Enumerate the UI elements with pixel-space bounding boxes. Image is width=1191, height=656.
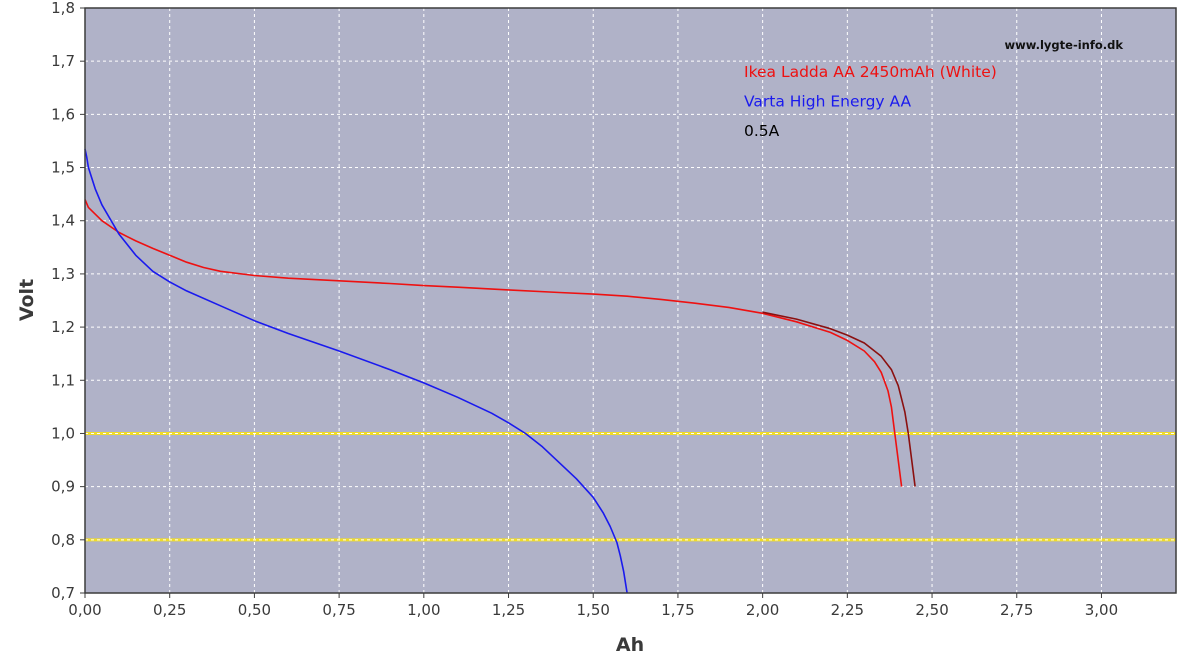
x-tick-label-8: 2,00 bbox=[746, 601, 779, 619]
y-tick-label-0: 0,7 bbox=[51, 584, 75, 602]
legend-item-0: Ikea Ladda AA 2450mAh (White) bbox=[744, 63, 997, 81]
y-axis-label: Volt bbox=[16, 279, 38, 321]
x-tick-label-1: 0,25 bbox=[153, 601, 186, 619]
x-tick-label-10: 2,50 bbox=[915, 601, 948, 619]
y-tick-label-11: 1,8 bbox=[51, 0, 75, 17]
y-tick-label-4: 1,1 bbox=[51, 371, 75, 389]
plot-frame bbox=[84, 7, 1177, 594]
y-axis-ticks: 0,7 0,8 0,9 1,0 1,1 1,2 1,3 1,4 1,5 1,6 1,7 1,8 bbox=[51, 0, 85, 602]
x-axis-label: Ah bbox=[616, 634, 644, 656]
series-line-1 bbox=[762, 311, 916, 487]
plot-area bbox=[85, 8, 1176, 593]
grid-lines bbox=[85, 8, 1176, 593]
y-tick-label-2: 0,9 bbox=[51, 478, 75, 496]
y-tick-label-7: 1,4 bbox=[51, 212, 75, 230]
legend-item-1: Varta High Energy AA bbox=[744, 93, 912, 111]
x-tick-label-6: 1,50 bbox=[577, 601, 610, 619]
x-tick-label-9: 2,25 bbox=[831, 601, 864, 619]
x-tick-label-5: 1,25 bbox=[492, 601, 525, 619]
legend: Ikea Ladda AA 2450mAh (White) Varta High … bbox=[744, 63, 997, 140]
y-tick-label-5: 1,2 bbox=[51, 318, 75, 336]
x-axis-ticks: 0,00 0,25 0,50 0,75 1,00 1,25 1,50 1,75 2,00 2,25… bbox=[68, 593, 1118, 619]
x-tick-label-3: 0,75 bbox=[322, 601, 355, 619]
series-line-2 bbox=[84, 148, 628, 594]
x-tick-label-0: 0,00 bbox=[68, 601, 101, 619]
y-tick-label-1: 0,8 bbox=[51, 531, 75, 549]
x-tick-label-4: 1,00 bbox=[407, 601, 440, 619]
legend-item-2: 0.5A bbox=[744, 122, 780, 140]
x-tick-label-2: 0,50 bbox=[238, 601, 271, 619]
y-tick-label-8: 1,5 bbox=[51, 159, 75, 177]
x-tick-label-11: 2,75 bbox=[1000, 601, 1033, 619]
x-tick-label-12: 3,00 bbox=[1085, 601, 1118, 619]
series-line-0 bbox=[84, 199, 903, 487]
y-tick-label-9: 1,6 bbox=[51, 105, 75, 123]
y-tick-label-10: 1,7 bbox=[51, 52, 75, 70]
series-lines bbox=[84, 148, 916, 594]
watermark: www.lygte-info.dk bbox=[1004, 38, 1123, 52]
y-tick-label-6: 1,3 bbox=[51, 265, 75, 283]
y-tick-label-3: 1,0 bbox=[51, 424, 75, 442]
x-tick-label-7: 1,75 bbox=[661, 601, 694, 619]
